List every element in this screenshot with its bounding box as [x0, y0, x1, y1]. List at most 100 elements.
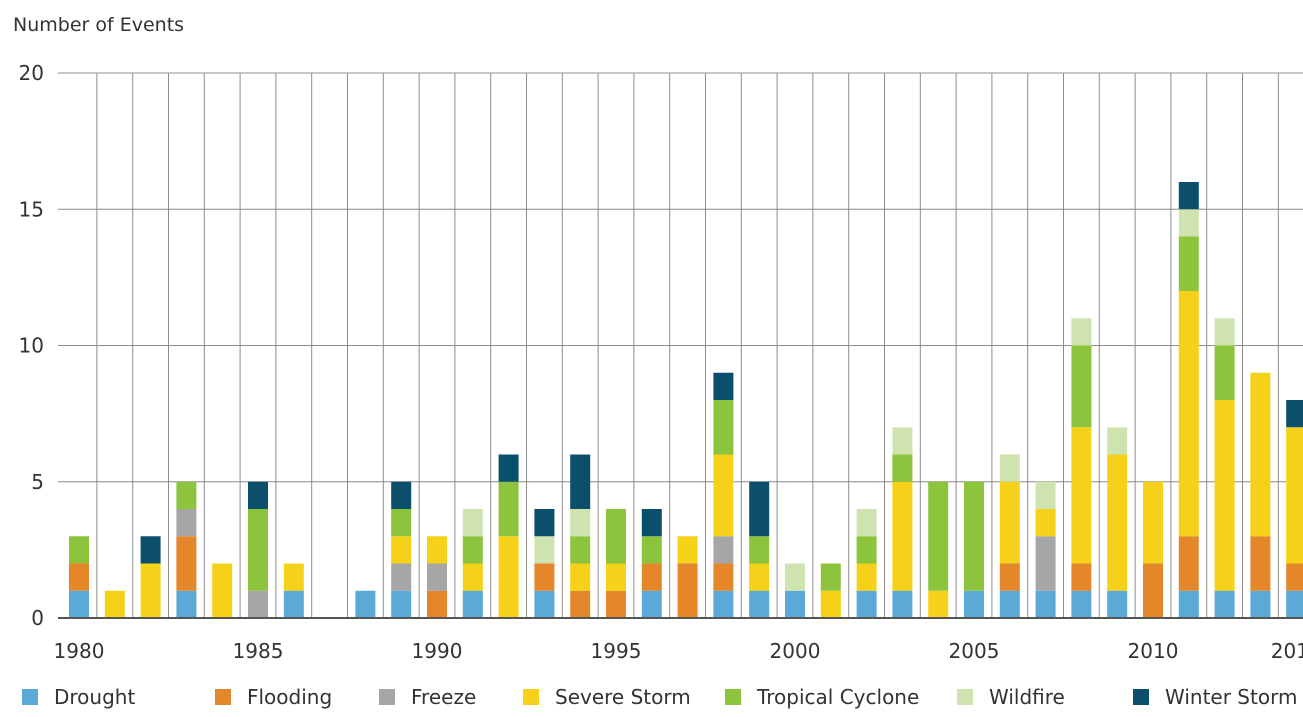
legend-label: Winter Storm	[1165, 685, 1298, 709]
x-tick-label-2010: 2010	[1128, 639, 1179, 663]
bar-2002-wildfire	[856, 509, 877, 537]
bar-2006-severe-storm	[999, 481, 1020, 564]
bar-2003-severe-storm	[892, 481, 913, 591]
bar-2012-tropical-cyclone	[1214, 345, 1235, 400]
bar-1997-severe-storm	[677, 536, 698, 564]
bar-2002-drought	[856, 590, 877, 618]
bar-2011-wildfire	[1178, 209, 1199, 237]
bar-1980-tropical-cyclone	[69, 536, 89, 564]
bar-1985-winter-storm	[248, 481, 268, 509]
bar-1986-drought	[283, 590, 304, 618]
bar-2000-drought	[785, 590, 805, 618]
bar-2008-tropical-cyclone	[1071, 345, 1092, 428]
x-tick-label-1995: 1995	[591, 639, 642, 663]
bar-1998-severe-storm	[713, 454, 734, 537]
bar-2012-wildfire	[1214, 318, 1235, 346]
bar-1989-severe-storm	[391, 536, 412, 564]
bar-2004-tropical-cyclone	[928, 481, 949, 591]
legend-item-freeze: Freeze	[379, 682, 476, 712]
bar-2003-wildfire	[892, 427, 913, 455]
bar-1993-flooding	[534, 563, 555, 591]
bar-1998-winter-storm	[713, 372, 734, 400]
bar-1991-wildfire	[462, 509, 483, 537]
bar-1998-flooding	[713, 563, 734, 591]
legend-item-severe-storm: Severe Storm	[523, 682, 691, 712]
bar-1981-severe-storm	[104, 590, 125, 618]
bar-1988-drought	[355, 590, 376, 618]
bar-1984-severe-storm	[212, 563, 233, 618]
bar-2002-tropical-cyclone	[856, 536, 877, 564]
legend-item-drought: Drought	[22, 682, 135, 712]
bar-2008-flooding	[1071, 563, 1092, 591]
bar-2008-wildfire	[1071, 318, 1092, 346]
bar-2008-drought	[1071, 590, 1092, 618]
bar-2014-winter-storm	[1286, 400, 1303, 428]
bar-1993-winter-storm	[534, 509, 555, 537]
legend-swatch	[22, 689, 38, 705]
bar-2011-severe-storm	[1178, 291, 1199, 537]
bar-2009-drought	[1107, 590, 1128, 618]
bar-1994-wildfire	[570, 509, 591, 537]
bar-1993-drought	[534, 590, 555, 618]
bar-2010-flooding	[1143, 563, 1163, 618]
bar-2007-severe-storm	[1035, 509, 1056, 537]
bar-1996-drought	[641, 590, 662, 618]
gridlines	[58, 72, 1303, 618]
bar-1991-severe-storm	[462, 563, 483, 591]
bar-2011-tropical-cyclone	[1178, 236, 1199, 291]
bar-1995-severe-storm	[606, 563, 626, 591]
bar-2001-tropical-cyclone	[820, 563, 841, 591]
bar-1995-tropical-cyclone	[606, 509, 626, 564]
bar-1994-flooding	[570, 590, 591, 618]
bar-1999-winter-storm	[749, 481, 770, 537]
legend-item-tropical-cyclone: Tropical Cyclone	[725, 682, 919, 712]
bar-1998-freeze	[713, 536, 734, 564]
bar-1996-tropical-cyclone	[641, 536, 662, 564]
bar-2007-freeze	[1035, 536, 1056, 591]
x-tick-label-2000: 2000	[770, 639, 821, 663]
bar-1985-freeze	[248, 590, 268, 618]
bar-2012-severe-storm	[1214, 400, 1235, 591]
y-axis-label: Number of Events	[13, 14, 184, 36]
legend-label: Drought	[54, 685, 136, 709]
bar-1992-severe-storm	[498, 536, 519, 618]
bar-1990-severe-storm	[427, 536, 447, 564]
bar-1989-tropical-cyclone	[391, 509, 412, 537]
x-tick-label-1985: 1985	[233, 639, 284, 663]
y-tick-label: 0	[31, 606, 44, 630]
y-tick-label: 15	[19, 197, 44, 221]
x-tick-label-2005: 2005	[949, 639, 1000, 663]
bar-1985-tropical-cyclone	[248, 509, 268, 591]
bar-1989-drought	[391, 590, 412, 618]
bar-2011-winter-storm	[1178, 182, 1199, 210]
bar-1999-drought	[749, 590, 770, 618]
bar-1990-freeze	[427, 563, 447, 591]
bar-1999-tropical-cyclone	[749, 536, 770, 564]
bar-1983-tropical-cyclone	[176, 481, 197, 509]
y-tick-label: 5	[31, 470, 44, 494]
bar-1982-severe-storm	[140, 563, 161, 618]
bar-2012-drought	[1214, 590, 1235, 618]
bar-2008-severe-storm	[1071, 427, 1092, 564]
bar-1993-wildfire	[534, 536, 555, 564]
bar-2006-drought	[999, 590, 1020, 618]
bar-1998-tropical-cyclone	[713, 400, 734, 455]
bar-2007-drought	[1035, 590, 1056, 618]
bar-1992-winter-storm	[498, 454, 519, 482]
bar-1996-winter-storm	[641, 509, 662, 537]
legend-label: Severe Storm	[555, 685, 691, 709]
bar-1994-winter-storm	[570, 454, 591, 509]
bar-2006-flooding	[999, 563, 1020, 591]
bar-1998-drought	[713, 590, 734, 618]
bar-1980-drought	[69, 590, 89, 618]
bar-2002-severe-storm	[856, 563, 877, 591]
bar-1983-drought	[176, 590, 197, 618]
bar-1990-flooding	[427, 590, 447, 618]
bar-2009-wildfire	[1107, 427, 1128, 455]
bar-1989-winter-storm	[391, 481, 412, 509]
x-tick-label-2014: 2014	[1271, 639, 1303, 663]
legend-swatch	[957, 689, 973, 705]
legend: Drought Flooding Freeze Severe Storm Tropica…	[22, 682, 1302, 712]
bar-1997-flooding	[677, 563, 698, 618]
